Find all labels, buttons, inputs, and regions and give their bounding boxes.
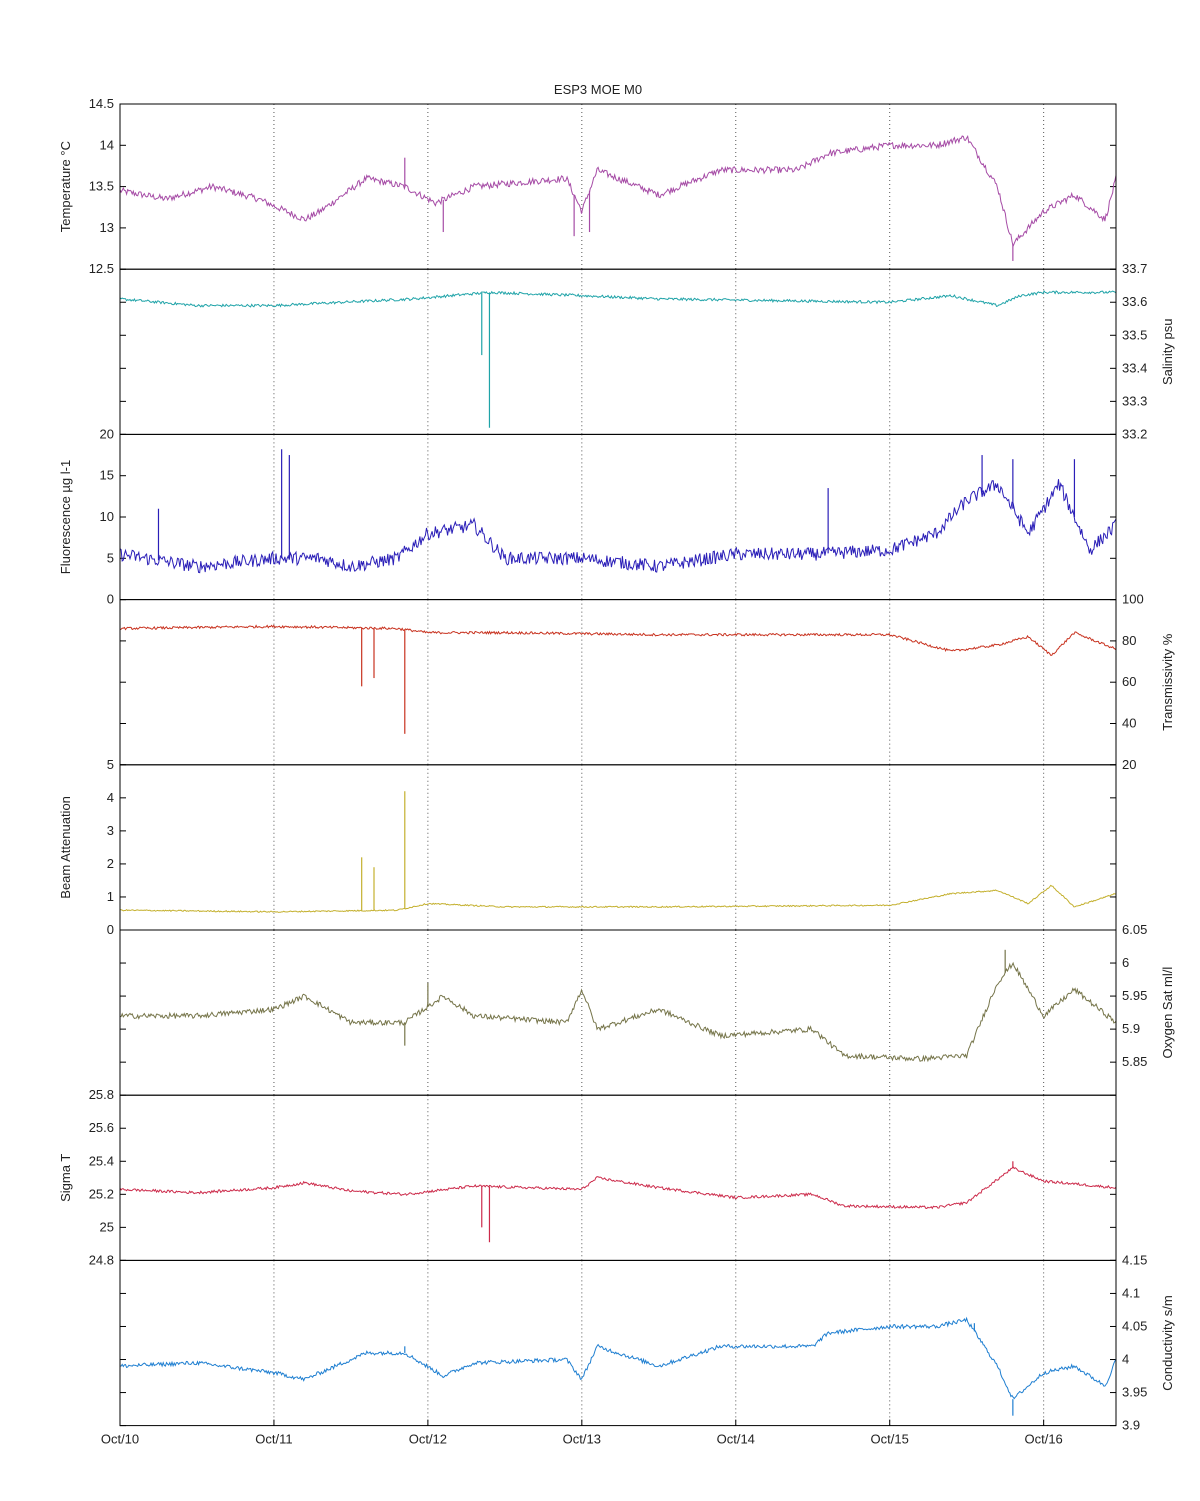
y-tick-label: 33.7 — [1122, 261, 1147, 276]
y-tick-label: 14 — [100, 137, 114, 152]
y-tick-label: 40 — [1122, 716, 1136, 731]
panel-temperature: 12.5 13 13.5 14 14.5 Temperature °C — [58, 96, 1117, 276]
y-tick-label: 3.9 — [1122, 1418, 1140, 1433]
y-tick-label: 20 — [100, 426, 114, 441]
panel-sigma-t: 24.8 25 25.2 25.4 25.6 25.8 Sigma T — [58, 1087, 1117, 1267]
panel-oxygen-sat: 5.85 5.9 5.95 6 6.05 Oxygen Sat ml/l — [119, 922, 1175, 1096]
panel-salinity: 33.2 33.3 33.4 33.5 33.6 33.7 Salinity psu — [119, 261, 1175, 441]
y-tick-label: 0 — [107, 592, 114, 607]
y-tick-label: 5 — [107, 550, 114, 565]
y-tick-label: 13 — [100, 220, 114, 235]
panel-frame — [119, 764, 1117, 931]
y-tick-label: 33.3 — [1122, 393, 1147, 408]
series-line — [119, 624, 1117, 656]
x-tick-label: Oct/13 — [563, 1432, 601, 1447]
y-tick-label: 13.5 — [89, 179, 114, 194]
y-tick-label: 4 — [1122, 1352, 1129, 1367]
series-line — [119, 1165, 1117, 1210]
y-axis-label: Oxygen Sat ml/l — [1160, 967, 1175, 1059]
y-tick-label: 25.6 — [89, 1120, 114, 1135]
y-axis-label: Temperature °C — [58, 141, 73, 232]
y-tick-label: 25 — [100, 1219, 114, 1234]
panel-frame — [119, 268, 1117, 435]
panel-frame — [119, 433, 1117, 601]
x-tick-label: Oct/16 — [1024, 1432, 1062, 1447]
series-line — [119, 479, 1117, 574]
x-tick-label: Oct/10 — [101, 1432, 139, 1447]
y-tick-label: 0 — [107, 922, 114, 937]
y-tick-label: 4.05 — [1122, 1318, 1147, 1333]
panel-frame — [119, 1259, 1117, 1427]
y-axis-label: Salinity psu — [1160, 319, 1175, 385]
y-axis-label: Beam Attenuation — [58, 796, 73, 899]
y-tick-label: 33.4 — [1122, 360, 1147, 375]
y-tick-label: 33.2 — [1122, 426, 1147, 441]
y-tick-label: 1 — [107, 889, 114, 904]
y-tick-label: 80 — [1122, 633, 1136, 648]
panel-frame — [119, 599, 1117, 766]
series-line — [119, 135, 1117, 248]
y-axis-label: Conductivity s/m — [1160, 1295, 1175, 1390]
y-axis-label: Transmissivity % — [1160, 633, 1175, 730]
series-line — [119, 1316, 1117, 1400]
y-tick-label: 10 — [100, 509, 114, 524]
series-line — [119, 961, 1117, 1063]
panel-fluorescence: 0 5 10 15 20 Fluorescence µg l-1 — [58, 426, 1117, 607]
x-tick-label: Oct/14 — [717, 1432, 755, 1447]
x-tick-label: Oct/12 — [409, 1432, 447, 1447]
y-tick-label: 14.5 — [89, 96, 114, 111]
chart-title: ESP3 MOE M0 — [554, 82, 642, 97]
y-tick-label: 5.9 — [1122, 1021, 1140, 1036]
x-tick-label: Oct/11 — [255, 1432, 292, 1447]
series-line — [119, 290, 1117, 308]
panel-frame — [119, 103, 1117, 270]
y-axis-label: Fluorescence µg l-1 — [58, 460, 73, 574]
y-tick-label: 3 — [107, 823, 114, 838]
y-tick-label: 60 — [1122, 674, 1136, 689]
y-tick-label: 20 — [1122, 757, 1136, 772]
y-tick-label: 4 — [107, 790, 114, 805]
panel-frame — [119, 1094, 1117, 1261]
y-tick-label: 3.95 — [1122, 1385, 1147, 1400]
y-tick-label: 33.5 — [1122, 327, 1147, 342]
panel-conductivity: 3.9 3.95 4 4.05 4.1 4.15 Conductivity s/m — [119, 1252, 1175, 1433]
y-tick-label: 2 — [107, 856, 114, 871]
x-tick-label: Oct/15 — [871, 1432, 909, 1447]
y-tick-label: 12.5 — [89, 261, 114, 276]
series-line — [119, 884, 1117, 913]
panel-beam-attenuation: 0 1 2 3 4 5 Beam Attenuation — [58, 757, 1117, 937]
y-tick-label: 33.6 — [1122, 294, 1147, 309]
y-tick-label: 6.05 — [1122, 922, 1147, 937]
panel-transmissivity: 20 40 60 80 100 Transmissivity % — [119, 592, 1175, 772]
panel-frame — [119, 929, 1117, 1096]
y-tick-label: 4.1 — [1122, 1285, 1140, 1300]
y-tick-label: 5.95 — [1122, 988, 1147, 1003]
y-axis-label: Sigma T — [58, 1154, 73, 1202]
y-tick-label: 100 — [1122, 592, 1144, 607]
y-tick-label: 25.8 — [89, 1087, 114, 1102]
y-tick-label: 5.85 — [1122, 1054, 1147, 1069]
y-tick-label: 25.4 — [89, 1153, 114, 1168]
y-tick-label: 4.15 — [1122, 1252, 1147, 1267]
y-tick-label: 6 — [1122, 955, 1129, 970]
y-tick-label: 5 — [107, 757, 114, 772]
y-tick-label: 25.2 — [89, 1186, 114, 1201]
y-tick-label: 24.8 — [89, 1252, 114, 1267]
y-tick-label: 15 — [100, 468, 114, 483]
